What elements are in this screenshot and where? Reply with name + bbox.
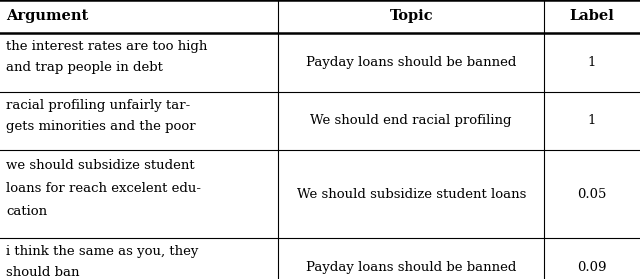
Text: Payday loans should be banned: Payday loans should be banned	[306, 261, 516, 274]
Text: racial profiling unfairly tar-: racial profiling unfairly tar-	[6, 99, 191, 112]
Text: loans for reach excelent edu-: loans for reach excelent edu-	[6, 182, 202, 195]
Text: the interest rates are too high: the interest rates are too high	[6, 40, 208, 53]
Text: We should end racial profiling: We should end racial profiling	[310, 114, 512, 127]
Text: 1: 1	[588, 56, 596, 69]
Text: We should subsidize student loans: We should subsidize student loans	[296, 187, 526, 201]
Text: Topic: Topic	[389, 9, 433, 23]
Text: we should subsidize student: we should subsidize student	[6, 158, 195, 172]
Text: gets minorities and the poor: gets minorities and the poor	[6, 120, 196, 133]
Text: i think the same as you, they: i think the same as you, they	[6, 245, 199, 258]
Text: 0.05: 0.05	[577, 187, 607, 201]
Text: and trap people in debt: and trap people in debt	[6, 61, 163, 74]
Text: should ban: should ban	[6, 266, 80, 279]
Text: 0.09: 0.09	[577, 261, 607, 274]
Text: Label: Label	[570, 9, 614, 23]
Text: cation: cation	[6, 205, 47, 218]
Text: Argument: Argument	[6, 9, 89, 23]
Text: 1: 1	[588, 114, 596, 127]
Text: Payday loans should be banned: Payday loans should be banned	[306, 56, 516, 69]
